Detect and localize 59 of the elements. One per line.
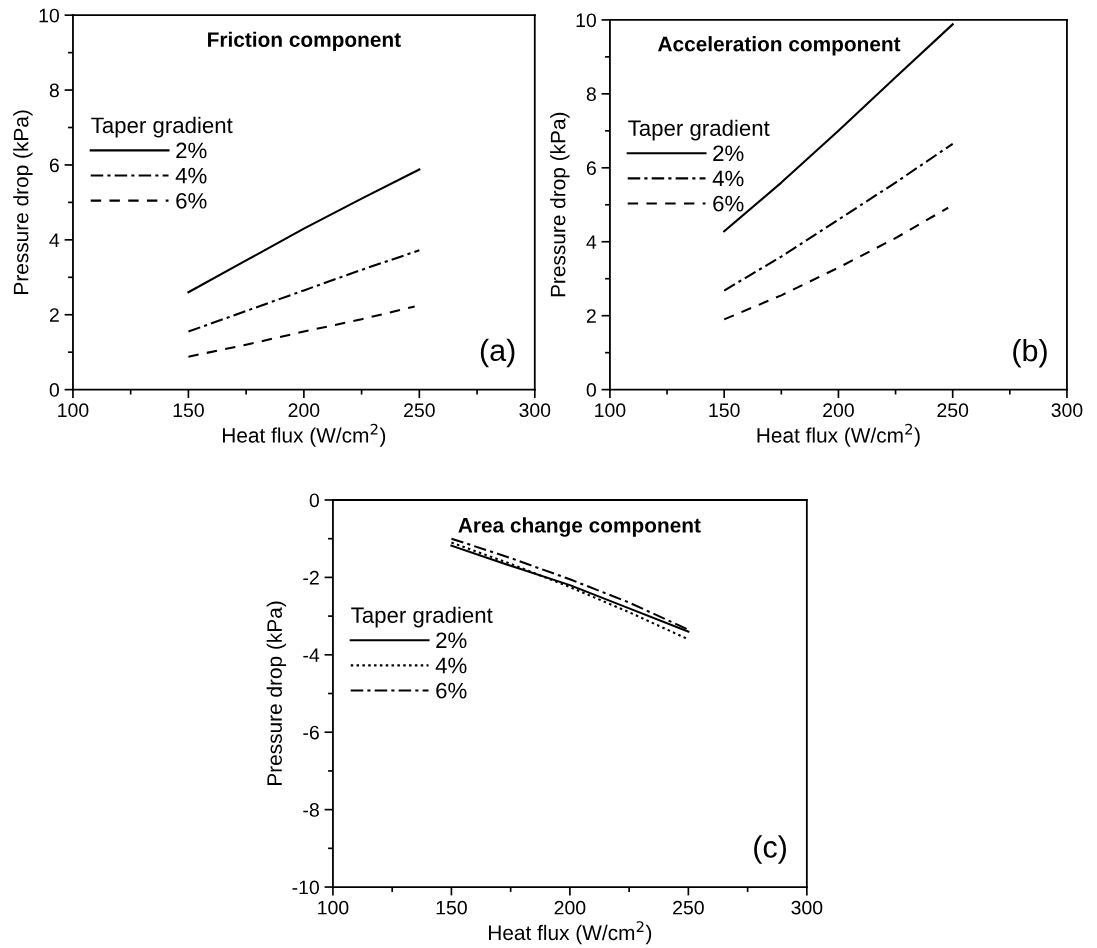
y-tick-label: 0 — [49, 383, 59, 397]
x-tick-label: 250 — [673, 900, 704, 915]
text: Friction component — [208, 31, 401, 52]
y-axis-title: Pressure drop (kPa) — [13, 110, 33, 294]
legend-label: 6% — [713, 195, 744, 212]
legend-label: 4% — [175, 167, 207, 184]
y-tick-label: -8 — [303, 803, 319, 817]
y-tick-label: 4 — [49, 233, 60, 247]
y-tick-label: -10 — [292, 880, 319, 895]
y-axis-title: Pressure drop (kPa) — [266, 601, 287, 785]
x-tick-label: 250 — [404, 403, 435, 418]
y-tick-label: 0 — [586, 383, 596, 397]
legend-title: Taper gradient — [91, 116, 233, 138]
x-tick-label: 100 — [595, 403, 626, 418]
y-tick-label: -2 — [303, 570, 319, 585]
y-tick-label: 0 — [309, 493, 319, 508]
y-tick-label: -6 — [303, 725, 319, 740]
y-tick-label: 4 — [586, 235, 597, 249]
annotation: (b) — [1013, 338, 1047, 368]
legend-label: 2% — [713, 145, 744, 162]
x-tick-label: 150 — [709, 403, 740, 418]
y-tick-label: 8 — [49, 83, 59, 98]
x-axis-title: Heat flux (W/cm$^{2}$) — [222, 423, 386, 447]
x-tick-label: 200 — [823, 403, 854, 418]
y-axis-title: Pressure drop (kPa) — [550, 112, 570, 297]
x-axis-title: Heat flux (W/cm$^{2}$) — [757, 423, 920, 447]
legend-label: 4% — [435, 657, 467, 674]
x-tick-label: 300 — [791, 900, 823, 915]
legend-label: 4% — [712, 170, 744, 187]
y-tick-label: 6 — [49, 158, 59, 173]
x-tick-label: 150 — [436, 900, 467, 915]
x-tick-label: 300 — [1051, 403, 1083, 418]
legend-label: 6% — [436, 682, 467, 699]
y-tick-label: 6 — [586, 161, 596, 176]
text: Acceleration component — [658, 36, 901, 56]
legend-label: 6% — [176, 192, 207, 209]
x-tick-label: 250 — [937, 403, 969, 418]
legend-label: 2% — [436, 632, 467, 649]
x-axis-title: Heat flux (W/cm$^{2}$) — [489, 921, 652, 945]
legend-title: Taper gradient — [628, 119, 770, 141]
legend-label: 2% — [176, 142, 207, 159]
x-tick-label: 100 — [58, 403, 89, 418]
y-tick-label: 2 — [49, 308, 59, 322]
y-tick-label: 2 — [586, 309, 596, 323]
y-tick-label: 10 — [576, 13, 596, 28]
line-series — [187, 305, 416, 358]
annotation: (c) — [754, 835, 786, 864]
x-tick-label: 100 — [318, 900, 349, 915]
x-tick-label: 300 — [519, 403, 551, 418]
x-tick-label: 200 — [554, 900, 586, 915]
annotation: (a) — [480, 338, 515, 368]
legend-title: Taper gradient — [351, 606, 493, 628]
text: Area change component — [458, 517, 701, 537]
x-tick-label: 150 — [173, 403, 204, 418]
y-tick-label: 8 — [586, 87, 596, 102]
y-tick-label: 10 — [39, 8, 59, 23]
x-tick-label: 200 — [288, 403, 320, 418]
y-tick-label: -4 — [303, 648, 320, 662]
line-series — [187, 249, 421, 333]
